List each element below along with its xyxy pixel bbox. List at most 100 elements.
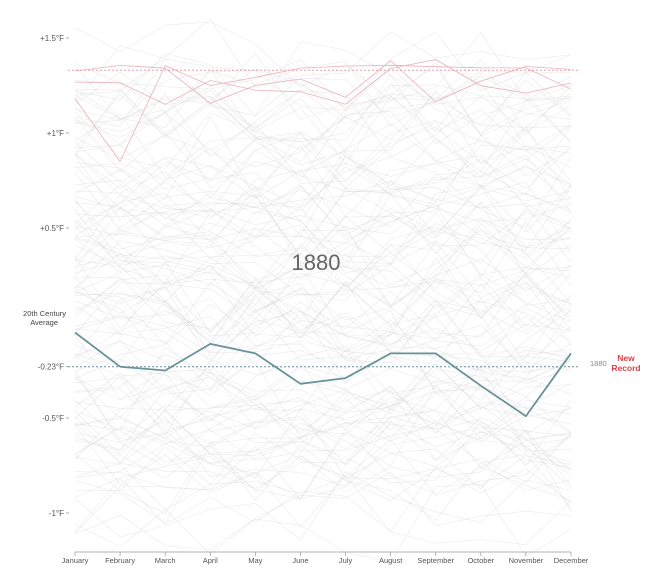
- background-year-line: [74, 126, 572, 206]
- background-year-line: [74, 186, 572, 258]
- background-year-line: [74, 95, 572, 173]
- background-year-line: [74, 408, 572, 483]
- background-year-line: [74, 391, 572, 464]
- x-tick-label: May: [248, 556, 262, 565]
- background-year-line: [74, 156, 572, 231]
- background-year-line: [74, 226, 572, 307]
- x-tick-label: June: [292, 556, 308, 565]
- background-year-line: [74, 471, 572, 546]
- background-year-line: [74, 165, 572, 235]
- background-year-line: [74, 71, 572, 130]
- background-year-line: [74, 431, 572, 500]
- background-year-line: [74, 52, 572, 137]
- x-tick-label: August: [379, 556, 403, 565]
- background-year-line: [74, 373, 572, 440]
- background-year-line: [74, 341, 572, 409]
- background-year-lines: [74, 18, 572, 564]
- background-year-line: [74, 440, 572, 515]
- background-year-line: [74, 309, 572, 394]
- x-tick-label: December: [554, 556, 589, 565]
- background-year-line: [74, 166, 572, 235]
- background-year-line: [74, 133, 572, 214]
- y-tick-label: -0.5°F: [42, 414, 64, 423]
- x-tick-label: March: [155, 556, 176, 565]
- background-year-line: [74, 186, 572, 268]
- background-year-line: [74, 483, 572, 564]
- background-year-line: [74, 205, 572, 280]
- x-axis: January February March April May June July Augu…: [62, 551, 589, 565]
- background-year-line: [74, 200, 572, 284]
- background-year-line: [74, 41, 572, 120]
- background-year-line: [74, 307, 572, 390]
- background-year-line: [74, 255, 572, 335]
- background-year-line: [74, 466, 572, 532]
- background-year-line: [74, 90, 572, 158]
- background-year-line: [74, 223, 572, 290]
- background-year-line: [74, 369, 572, 430]
- background-year-line: [74, 363, 572, 417]
- background-year-line: [74, 65, 572, 137]
- warm-year-lines: [74, 59, 572, 163]
- background-year-line: [74, 264, 572, 338]
- y-tick-label: -1°F: [49, 509, 64, 518]
- x-tick-label: February: [105, 556, 135, 565]
- background-year-line: [74, 429, 572, 512]
- y-axis: +1.5°F +1°F +0.5°F -0.23°F -0.5°F -1°F: [38, 34, 69, 518]
- background-year-line: [74, 349, 572, 433]
- background-year-line: [74, 277, 572, 353]
- background-year-line: [74, 314, 572, 371]
- background-year-line: [74, 346, 572, 422]
- background-year-line: [74, 106, 572, 190]
- background-year-line: [74, 179, 572, 264]
- background-year-line: [74, 286, 572, 358]
- background-year-line: [74, 371, 572, 433]
- background-year-line: [74, 155, 572, 230]
- background-year-line: [74, 31, 572, 111]
- average-label-line2: Average: [30, 318, 58, 327]
- background-year-line: [74, 399, 572, 468]
- background-year-line: [74, 90, 572, 166]
- x-tick-label: January: [62, 556, 89, 565]
- y-tick-label: -0.23°F: [38, 363, 64, 372]
- warm-year-line: [74, 59, 572, 105]
- y-tick-label: +0.5°F: [40, 224, 64, 233]
- background-year-line: [74, 21, 572, 101]
- x-tick-label: November: [509, 556, 544, 565]
- background-year-line: [74, 354, 572, 439]
- background-year-line: [74, 325, 572, 395]
- background-year-line: [75, 264, 572, 335]
- background-year-line: [74, 432, 572, 496]
- background-year-line: [74, 282, 572, 345]
- background-year-line: [74, 359, 572, 437]
- x-tick-label: July: [339, 556, 353, 565]
- reference-lines: [68, 69, 580, 368]
- warm-year-line: [74, 60, 572, 104]
- background-year-line: [74, 69, 572, 143]
- background-year-line: [74, 424, 572, 494]
- background-year-line: [74, 194, 572, 278]
- background-year-line: [74, 185, 572, 267]
- y-tick-label: +1°F: [47, 129, 64, 138]
- background-year-line: [74, 428, 572, 501]
- background-year-line: [74, 266, 572, 335]
- background-year-line: [74, 389, 572, 461]
- background-year-line: [74, 303, 572, 372]
- background-year-line: [74, 307, 572, 391]
- background-year-line: [74, 18, 572, 96]
- background-year-line: [74, 142, 572, 199]
- background-year-line: [74, 155, 572, 240]
- background-year-line: [74, 144, 572, 219]
- background-year-line: [74, 408, 572, 489]
- x-tick-label: September: [417, 556, 454, 565]
- new-record-label-line2: Record: [611, 363, 640, 373]
- background-year-line: [74, 219, 572, 289]
- background-year-line: [74, 45, 572, 118]
- background-year-line: [74, 115, 572, 201]
- background-year-line: [74, 385, 572, 467]
- background-year-line: [74, 90, 572, 165]
- current-year-series: [74, 331, 572, 418]
- background-year-line: [74, 111, 572, 189]
- background-year-line: [74, 421, 572, 484]
- new-record-label-line1: New: [617, 353, 635, 363]
